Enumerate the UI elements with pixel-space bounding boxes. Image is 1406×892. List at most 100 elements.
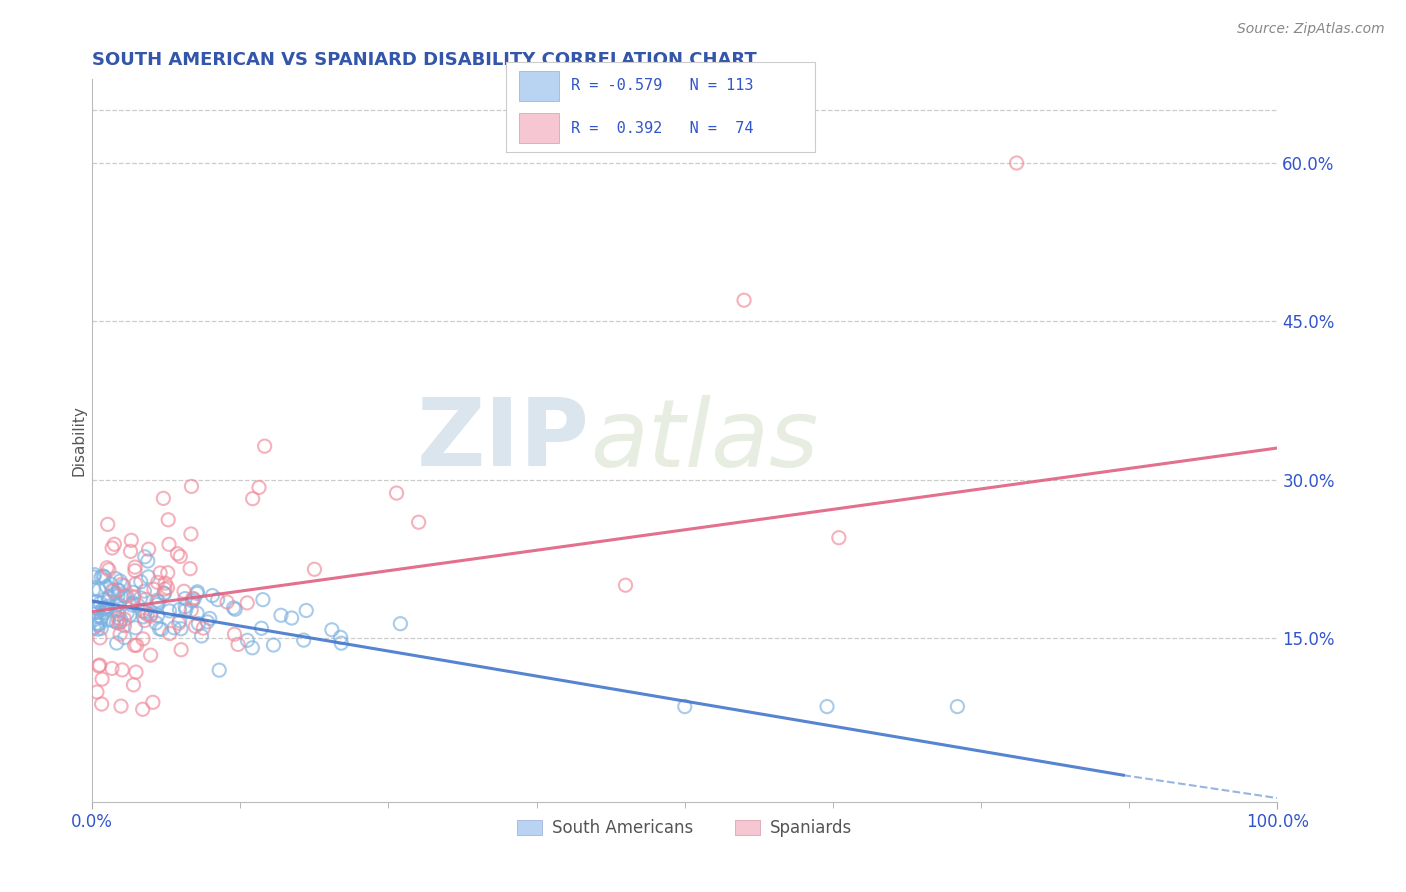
- Point: [97, 563, 120, 577]
- Point: [83, 613, 105, 627]
- Point: [131, 702, 153, 716]
- Point: [89, 596, 111, 610]
- Point: [180, 527, 202, 541]
- Point: [96, 601, 118, 615]
- Point: [946, 699, 969, 714]
- Point: [87, 583, 110, 598]
- Point: [183, 592, 205, 607]
- Point: [236, 633, 259, 648]
- Point: [118, 608, 141, 623]
- Point: [115, 606, 138, 620]
- Point: [136, 554, 159, 568]
- Point: [150, 623, 173, 637]
- Point: [89, 631, 111, 645]
- Point: [101, 661, 124, 675]
- Point: [124, 577, 146, 591]
- Point: [87, 659, 110, 673]
- Point: [169, 614, 191, 628]
- Point: [181, 591, 204, 606]
- Point: [90, 610, 112, 624]
- Point: [83, 567, 105, 582]
- Point: [145, 615, 167, 630]
- Point: [186, 606, 208, 620]
- Point: [180, 603, 202, 617]
- Point: [86, 685, 108, 699]
- Point: [180, 479, 202, 493]
- Point: [148, 622, 170, 636]
- Point: [389, 616, 412, 631]
- Point: [131, 604, 153, 618]
- Point: [105, 636, 128, 650]
- Point: [139, 609, 162, 624]
- Point: [207, 592, 229, 607]
- Point: [129, 574, 152, 589]
- Point: [156, 581, 179, 595]
- Point: [139, 607, 162, 622]
- Point: [169, 602, 191, 616]
- Point: [224, 602, 246, 616]
- Point: [110, 699, 132, 714]
- Y-axis label: Disability: Disability: [72, 405, 87, 475]
- Point: [263, 638, 285, 652]
- Point: [153, 582, 176, 596]
- Point: [250, 621, 273, 635]
- Point: [614, 578, 637, 592]
- Point: [115, 589, 138, 603]
- Point: [193, 621, 215, 635]
- Point: [103, 584, 125, 599]
- Point: [86, 616, 108, 631]
- Point: [166, 547, 188, 561]
- Point: [125, 638, 148, 652]
- Point: [124, 639, 146, 653]
- Point: [134, 584, 156, 599]
- Point: [146, 598, 169, 612]
- Point: [114, 618, 136, 632]
- Point: [138, 570, 160, 584]
- Point: [197, 615, 219, 629]
- Point: [122, 585, 145, 599]
- Text: SOUTH AMERICAN VS SPANIARD DISABILITY CORRELATION CHART: SOUTH AMERICAN VS SPANIARD DISABILITY CO…: [93, 51, 756, 69]
- Point: [136, 607, 159, 622]
- Point: [97, 517, 120, 532]
- Point: [152, 491, 174, 506]
- Point: [142, 695, 165, 709]
- Point: [101, 541, 124, 555]
- Point: [82, 582, 104, 597]
- Point: [733, 293, 755, 308]
- Point: [83, 621, 105, 635]
- Point: [169, 549, 191, 564]
- Point: [174, 603, 197, 617]
- Point: [252, 592, 274, 607]
- Point: [108, 597, 131, 611]
- Point: [89, 616, 111, 631]
- Text: Source: ZipAtlas.com: Source: ZipAtlas.com: [1237, 22, 1385, 37]
- Point: [208, 663, 231, 677]
- Point: [673, 699, 696, 714]
- Point: [134, 605, 156, 619]
- Point: [122, 678, 145, 692]
- Point: [94, 601, 117, 615]
- Point: [124, 564, 146, 578]
- Point: [321, 623, 343, 637]
- Point: [96, 580, 118, 594]
- Point: [121, 596, 143, 610]
- Point: [157, 537, 180, 551]
- Point: [108, 615, 131, 629]
- Point: [270, 608, 292, 623]
- Point: [97, 613, 120, 627]
- Bar: [519, 113, 558, 143]
- Point: [86, 618, 108, 632]
- Point: [170, 622, 193, 636]
- Point: [93, 606, 115, 620]
- Point: [240, 640, 263, 655]
- Point: [125, 665, 148, 679]
- Point: [103, 537, 125, 551]
- Point: [134, 614, 156, 628]
- Point: [186, 584, 208, 599]
- Point: [215, 595, 238, 609]
- Point: [132, 632, 155, 646]
- Point: [201, 589, 224, 603]
- Point: [97, 599, 120, 614]
- Point: [247, 480, 270, 494]
- Point: [114, 590, 136, 604]
